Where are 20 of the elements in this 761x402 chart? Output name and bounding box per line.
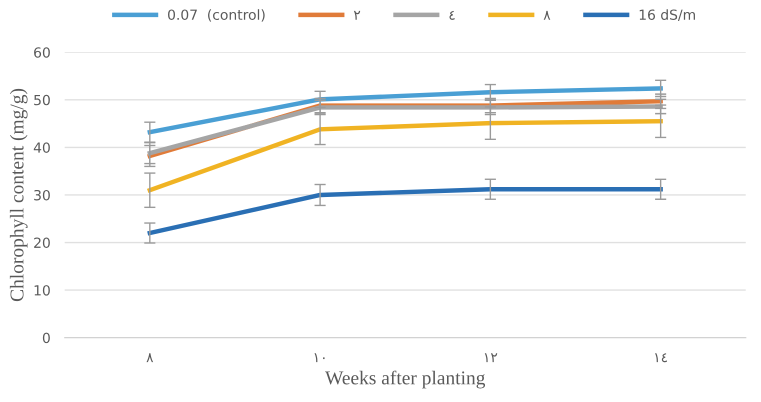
y-tick-label: 30: [34, 190, 50, 200]
legend-label: 0.07 (control): [168, 9, 265, 22]
y-tick-label: 0: [42, 332, 50, 344]
line-series: [148, 119, 663, 192]
y-tick-label: 20: [34, 238, 50, 248]
x-tick-label: ١٠: [314, 353, 325, 362]
legend-label: ٨: [544, 10, 550, 20]
y-axis-title: Chlorophyll content (mg/g): [10, 88, 28, 302]
legend-label: ٤: [449, 10, 455, 20]
y-tick-label: 50: [34, 94, 50, 106]
y-tick-label: 10: [34, 285, 50, 296]
y-tick-label: 40: [34, 142, 50, 153]
x-tick-label: ١٤: [655, 353, 667, 362]
x-tick-label: ١٢: [484, 353, 498, 362]
legend-label: 16 dS/m: [640, 9, 695, 22]
x-tick-label: ٨: [146, 353, 154, 362]
legend-label: ٢: [354, 10, 360, 20]
line-series: [148, 86, 663, 134]
x-axis-title: Weeks after planting: [325, 370, 486, 388]
y-tick-label: 60: [34, 47, 50, 58]
